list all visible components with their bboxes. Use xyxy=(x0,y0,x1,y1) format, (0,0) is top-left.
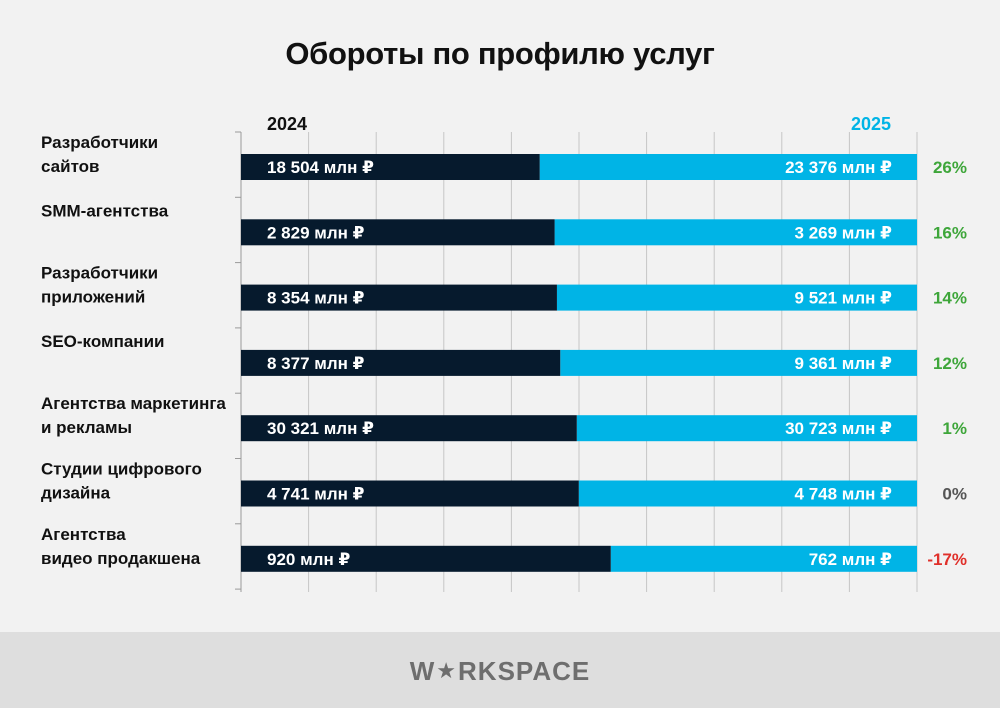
change-label: 14% xyxy=(933,289,967,308)
category-label: SEO-компании xyxy=(41,332,164,351)
bar-2024 xyxy=(241,349,561,376)
bar-2025 xyxy=(554,219,917,246)
value-label-2025: 23 376 млн ₽ xyxy=(785,158,892,177)
footer-band xyxy=(0,632,1000,708)
bar-2024 xyxy=(241,154,540,180)
change-label: 12% xyxy=(933,354,967,373)
bar-2025 xyxy=(610,545,917,572)
value-label-2025: 9 521 млн ₽ xyxy=(795,289,893,308)
workspace-logo: W★RKSPACE xyxy=(0,656,1000,687)
bar-2024 xyxy=(241,415,577,442)
change-label: 0% xyxy=(942,485,967,504)
change-label: -17% xyxy=(927,550,967,569)
value-label-2025: 9 361 млн ₽ xyxy=(795,354,893,373)
chart-title: Обороты по профилю услуг xyxy=(285,36,715,71)
category-label: приложений xyxy=(41,288,145,307)
bar-2024 xyxy=(241,219,555,246)
logo-text-end: RKSPACE xyxy=(458,656,591,686)
category-label: Разработчики xyxy=(41,264,158,283)
value-label-2024: 30 321 млн ₽ xyxy=(267,419,374,438)
category-label: видео продакшена xyxy=(41,549,201,568)
change-label: 1% xyxy=(942,419,967,438)
value-label-2025: 30 723 млн ₽ xyxy=(785,419,892,438)
value-label-2024: 920 млн ₽ xyxy=(267,550,350,569)
category-label: Разработчики xyxy=(41,133,158,152)
value-label-2024: 18 504 млн ₽ xyxy=(267,158,374,177)
category-label: дизайна xyxy=(41,484,111,503)
change-label: 26% xyxy=(933,158,967,177)
value-label-2025: 762 млн ₽ xyxy=(809,550,892,569)
bar-2025 xyxy=(539,154,917,180)
bar-2024 xyxy=(241,480,579,507)
star-icon: ★ xyxy=(436,658,458,683)
bar-2025 xyxy=(556,284,917,311)
category-label: Студии цифрового xyxy=(41,460,202,479)
category-label: SMM-агентства xyxy=(41,201,169,220)
value-label-2024: 2 829 млн ₽ xyxy=(267,223,365,242)
legend-2025: 2025 xyxy=(851,114,891,134)
category-label: Агентства xyxy=(41,525,126,544)
category-label: Агентства маркетинга xyxy=(41,394,226,413)
stacked-share-chart: 2024 2025 18 504 млн ₽ 23 376 млн ₽ 26% Разра… xyxy=(41,114,967,592)
legend-2024: 2024 xyxy=(267,114,307,134)
value-label-2025: 3 269 млн ₽ xyxy=(795,223,893,242)
change-label: 16% xyxy=(933,223,967,242)
bar-2025 xyxy=(576,415,917,442)
logo-text-start: W xyxy=(409,656,436,686)
value-label-2024: 8 377 млн ₽ xyxy=(267,354,365,373)
bar-2024 xyxy=(241,284,557,311)
value-label-2025: 4 748 млн ₽ xyxy=(795,485,893,504)
value-label-2024: 8 354 млн ₽ xyxy=(267,289,365,308)
bar-2025 xyxy=(560,349,917,376)
value-label-2024: 4 741 млн ₽ xyxy=(267,485,365,504)
category-label: сайтов xyxy=(41,157,100,176)
bar-2024 xyxy=(241,545,611,572)
category-label: и рекламы xyxy=(41,418,132,437)
bar-2025 xyxy=(578,480,917,507)
